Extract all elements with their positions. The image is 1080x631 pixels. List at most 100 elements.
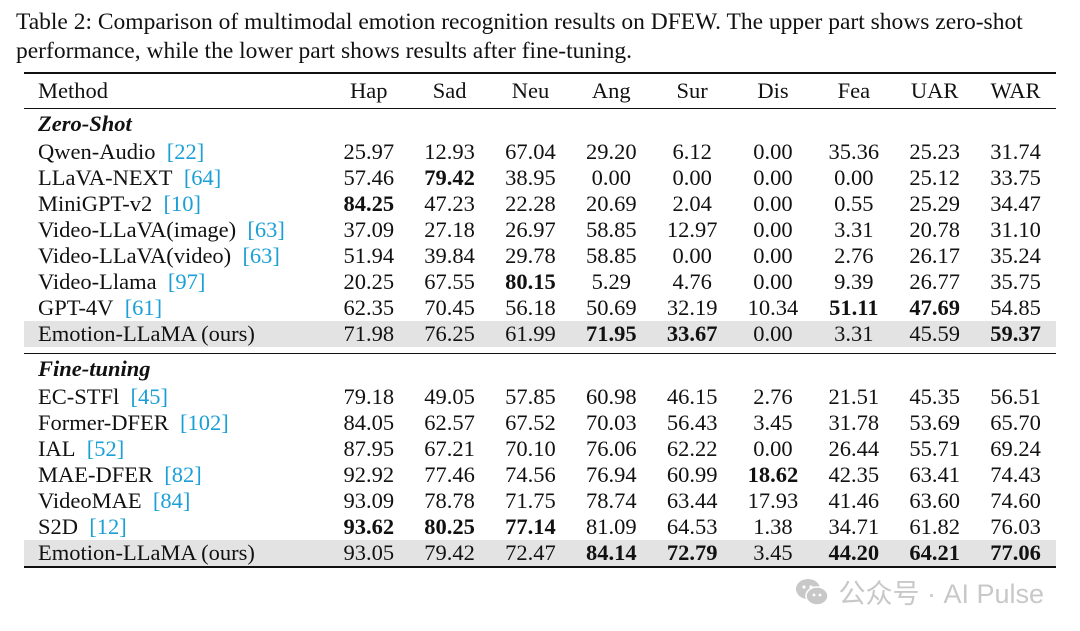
- value-cell-sur: 46.15: [666, 384, 718, 409]
- table-row: EC-STFl [45] 79.18 49.05 57.85 60.98 46.15 2.7…: [24, 384, 1056, 410]
- value-cell-dis: 0.00: [753, 191, 793, 216]
- method-name: MAE-DFER: [38, 462, 154, 487]
- citation-link[interactable]: [84]: [152, 488, 191, 513]
- value-cell-uar: 53.69: [909, 410, 960, 435]
- value-cell-hap: 37.09: [343, 217, 395, 242]
- value-cell-uar: 63.60: [909, 488, 960, 513]
- value-cell-neu: 26.97: [505, 217, 556, 242]
- value-cell-dis: 1.38: [753, 514, 793, 539]
- value-cell-neu: 77.14: [505, 514, 556, 539]
- citation-link[interactable]: [12]: [89, 514, 127, 539]
- column-header-uar: UAR: [910, 78, 959, 103]
- method-name: EC-STFl: [38, 384, 120, 409]
- value-cell-sur: 64.53: [666, 514, 718, 539]
- method-cell: Video-LLaVA(image) [63]: [24, 217, 328, 243]
- value-cell-dis: 10.34: [747, 295, 799, 320]
- table-row: S2D [12] 93.62 80.25 77.14 81.09 64.53 1.38 34.…: [24, 514, 1056, 540]
- value-cell-war: 34.47: [990, 191, 1041, 216]
- value-cell-hap: 93.62: [343, 514, 395, 539]
- value-cell-neu: 56.18: [505, 295, 556, 320]
- value-cell-dis: 0.00: [732, 321, 814, 347]
- column-header-neu: Neu: [511, 78, 550, 103]
- value-cell-neu: 80.15: [505, 269, 556, 294]
- section-title-row: Fine-tuning: [24, 354, 1056, 385]
- section-title: Zero-Shot: [38, 111, 132, 136]
- citation-link[interactable]: [64]: [183, 165, 222, 190]
- value-cell-uar: 26.17: [909, 243, 960, 268]
- citation-link[interactable]: [45]: [130, 384, 169, 409]
- method-name: Former-DFER: [38, 410, 169, 435]
- value-cell-ang: 70.03: [585, 410, 637, 435]
- value-cell-hap: 20.25: [343, 269, 395, 294]
- citation-link[interactable]: [63]: [242, 243, 280, 268]
- value-cell-uar: 25.23: [909, 139, 960, 164]
- value-cell-war: 77.06: [975, 540, 1056, 568]
- value-cell-war: 33.75: [990, 165, 1041, 190]
- method-name: Emotion-LLaMA (ours): [38, 540, 255, 565]
- table-row: Former-DFER [102] 84.05 62.57 67.52 70.03 56.…: [24, 410, 1056, 436]
- value-cell-fea: 2.76: [834, 243, 874, 268]
- value-cell-uar: 47.69: [909, 295, 960, 320]
- watermark: 公众号 · AI Pulse: [794, 572, 1044, 611]
- table-header: Method Hap Sad Neu Ang Sur Dis Fea UAR WAR: [24, 73, 1056, 109]
- table-row: Video-LLaVA(image) [63] 37.09 27.18 26.97 58…: [24, 217, 1056, 243]
- value-cell-war: 76.03: [990, 514, 1041, 539]
- results-table-container: Method Hap Sad Neu Ang Sur Dis Fea UAR WAR Zero-S…: [24, 72, 1056, 568]
- value-cell-uar: 26.77: [909, 269, 960, 294]
- value-cell-sur: 0.00: [672, 243, 712, 268]
- results-table: Method Hap Sad Neu Ang Sur Dis Fea UAR WAR Zero-S…: [24, 72, 1056, 568]
- column-header-method: Method: [38, 78, 108, 103]
- method-name: Qwen-Audio: [38, 139, 156, 164]
- value-cell-ang: 0.00: [591, 165, 631, 190]
- value-cell-sur: 33.67: [651, 321, 733, 347]
- method-name: MiniGPT-v2: [38, 191, 153, 216]
- value-cell-fea: 44.20: [813, 540, 895, 568]
- citation-link[interactable]: [63]: [247, 217, 285, 242]
- value-cell-hap: 87.95: [343, 436, 395, 461]
- value-cell-dis: 18.62: [747, 462, 799, 487]
- citation-link[interactable]: [102]: [180, 410, 229, 435]
- value-cell-hap: 25.97: [343, 139, 395, 164]
- table-caption: Table 2: Comparison of multimodal emotio…: [16, 9, 1023, 64]
- citation-link[interactable]: [52]: [86, 436, 125, 461]
- value-cell-uar: 64.21: [894, 540, 976, 568]
- table-row: Video-Llama [97] 20.25 67.55 80.15 5.29 4.76 0…: [24, 269, 1056, 295]
- value-cell-ang: 76.94: [585, 462, 637, 487]
- method-cell: Video-LLaVA(video) [63]: [24, 243, 328, 269]
- value-cell-fea: 9.39: [834, 269, 874, 294]
- value-cell-neu: 61.99: [490, 321, 571, 347]
- value-cell-fea: 0.00: [834, 165, 874, 190]
- table-row: IAL [52] 87.95 67.21 70.10 76.06 62.22 0.00 26.…: [24, 436, 1056, 462]
- value-cell-sur: 72.79: [651, 540, 733, 568]
- value-cell-sur: 60.99: [666, 462, 718, 487]
- value-cell-sad: 27.18: [424, 217, 475, 242]
- table-row: LLaVA-NEXT [64] 57.46 79.42 38.95 0.00 0.00 0.…: [24, 165, 1056, 191]
- citation-link[interactable]: [61]: [124, 295, 163, 320]
- divider-cell: [24, 347, 1056, 354]
- citation-link[interactable]: [97]: [167, 269, 206, 294]
- value-cell-hap: 92.92: [343, 462, 395, 487]
- value-cell-war: 69.24: [990, 436, 1041, 461]
- value-cell-uar: 63.41: [909, 462, 960, 487]
- value-cell-sad: 67.21: [424, 436, 475, 461]
- value-cell-dis: 3.45: [753, 410, 793, 435]
- table-row: Video-LLaVA(video) [63] 51.94 39.84 29.78 58…: [24, 243, 1056, 269]
- value-cell-ang: 5.29: [591, 269, 631, 294]
- value-cell-uar: 25.29: [909, 191, 960, 216]
- column-header-sad: Sad: [432, 78, 467, 103]
- value-cell-dis: 0.00: [753, 139, 793, 164]
- method-cell: EC-STFl [45]: [24, 384, 328, 410]
- citation-link[interactable]: [10]: [163, 191, 201, 216]
- citation-link[interactable]: [82]: [164, 462, 202, 487]
- table-row: MiniGPT-v2 [10] 84.25 47.23 22.28 20.69 2.04 0…: [24, 191, 1056, 217]
- value-cell-sad: 12.93: [424, 139, 475, 164]
- value-cell-sur: 63.44: [666, 488, 718, 513]
- citation-link[interactable]: [22]: [166, 139, 205, 164]
- value-cell-fea: 42.35: [828, 462, 880, 487]
- value-cell-dis: 0.00: [753, 165, 793, 190]
- value-cell-war: 74.60: [990, 488, 1041, 513]
- value-cell-war: 31.10: [990, 217, 1041, 242]
- value-cell-war: 31.74: [990, 139, 1041, 164]
- value-cell-sad: 67.55: [424, 269, 475, 294]
- value-cell-uar: 25.12: [909, 165, 960, 190]
